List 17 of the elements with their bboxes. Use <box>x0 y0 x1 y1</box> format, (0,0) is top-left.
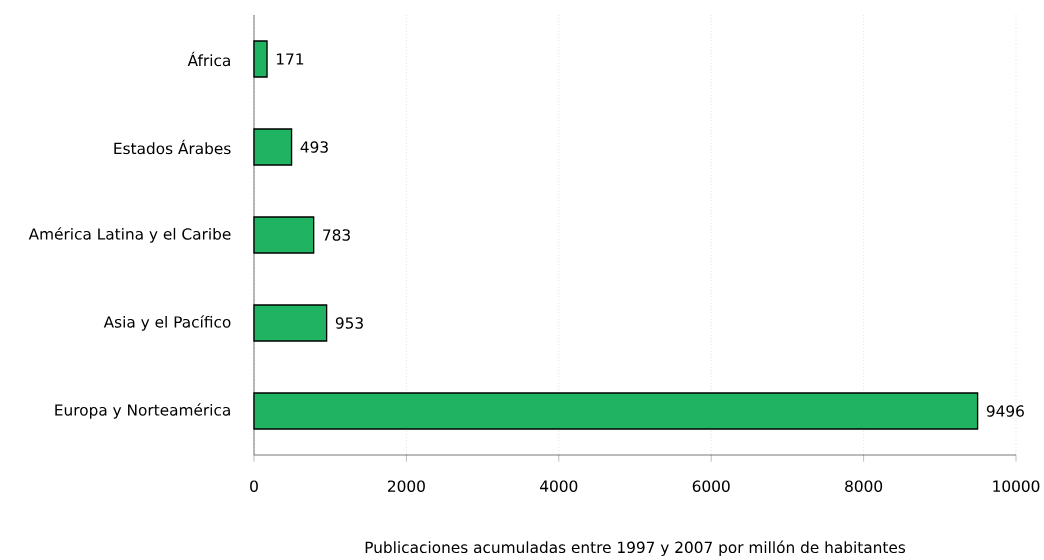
x-tick-label: 2000 <box>388 480 425 492</box>
y-tick-label: América Latina y el Caribe <box>28 227 231 243</box>
x-axis-title: Publicaciones acumuladas entre 1997 y 2007 por millón de habitantes <box>365 540 906 557</box>
x-tick-label: 6000 <box>692 480 730 492</box>
data-label: 171 <box>276 53 304 65</box>
y-tick-label: Europa y Norteamérica <box>55 403 230 419</box>
y-tick-label: África <box>187 51 230 67</box>
data-label: 783 <box>323 229 350 241</box>
data-label: 493 <box>300 141 328 153</box>
data-label: 953 <box>335 317 363 329</box>
data-label: 9496 <box>986 405 1024 417</box>
x-tick-label: 4000 <box>540 480 578 492</box>
x-tick-label: 8000 <box>845 480 883 492</box>
y-tick-label: Asia y el Pacífico <box>103 315 231 331</box>
x-tick-label: 0 <box>250 480 258 492</box>
y-tick-label: Estados Árabes <box>114 139 231 155</box>
x-tick-label: 10000 <box>993 480 1040 492</box>
